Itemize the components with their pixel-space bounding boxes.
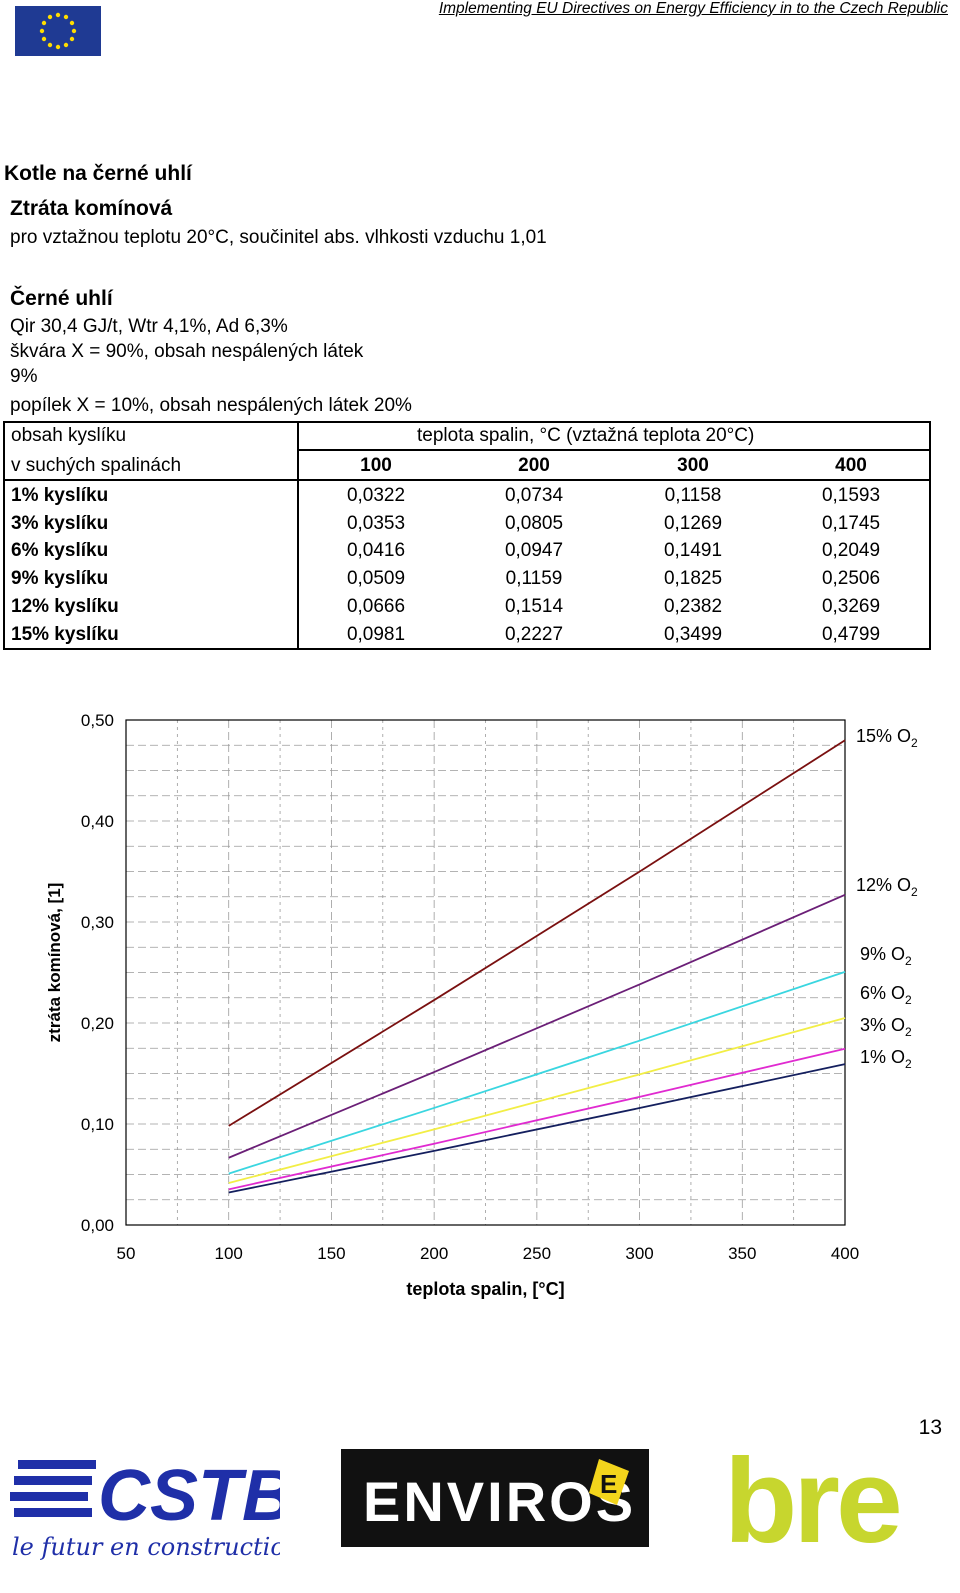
temp-header: 400	[835, 455, 867, 476]
bre-logo: bre	[724, 1440, 903, 1550]
table-cell: 0,0322	[346, 485, 406, 506]
row-label: 12% kyslíku	[11, 596, 119, 617]
x-tick-label: 300	[625, 1244, 653, 1263]
cstb-tagline: le futur en construction	[12, 1533, 280, 1561]
slag-line-continued: 9%	[10, 366, 38, 387]
table-divider-header	[297, 449, 929, 451]
cstb-logo: CSTB le futur en construction	[10, 1456, 280, 1561]
table-cell: 0,2506	[821, 568, 881, 589]
y-tick-label: 0,50	[81, 711, 114, 730]
table-cell: 0,0805	[504, 513, 564, 534]
eu-stars	[39, 12, 77, 50]
y-axis-label: ztráta komínová, [1]	[45, 883, 64, 1043]
y-tick-label: 0,10	[81, 1115, 114, 1134]
flue-loss-chart: 0,00 0,10 0,20 0,30 0,40 0,50 50 100 150 200 250 3…	[45, 711, 918, 1299]
x-tick-label: 400	[831, 1244, 859, 1263]
temp-header: 300	[677, 455, 709, 476]
series-label: 1% O2	[860, 1047, 912, 1071]
table-cell: 0,1159	[505, 568, 563, 589]
table-cell: 0,0416	[346, 540, 406, 561]
x-tick-label: 150	[317, 1244, 345, 1263]
series-labels: 15% O2 12% O2 9% O2 6% O2 3% O2 1% O2	[856, 726, 918, 1071]
enviros-logo: ENVIROS E	[341, 1449, 649, 1547]
table-cell: 0,3269	[821, 596, 881, 617]
x-tick-label: 50	[117, 1244, 136, 1263]
table-cell: 0,0947	[504, 540, 564, 561]
table-cell: 0,0509	[346, 568, 406, 589]
y-tick-label: 0,30	[81, 913, 114, 932]
row-label: 3% kyslíku	[11, 513, 109, 534]
table-cell: 0,1269	[663, 513, 723, 534]
ash-line: popílek X = 10%, obsah nespálených látek…	[10, 395, 412, 416]
series-label: 9% O2	[860, 944, 912, 968]
table-cell: 0,0734	[504, 485, 564, 506]
table-cell: 0,1158	[664, 485, 722, 506]
table-cell: 0,4799	[821, 624, 881, 645]
table-cell: 0,1825	[663, 568, 723, 589]
enviros-wordmark: ENVIROS	[363, 1470, 636, 1533]
slag-line: škvára X = 90%, obsah nespálených látek	[10, 341, 364, 362]
table-cell: 0,0981	[346, 624, 406, 645]
series-label: 15% O2	[856, 726, 918, 750]
y-tick-label: 0,40	[81, 812, 114, 831]
cstb-wordmark: CSTB	[98, 1456, 280, 1536]
row-label: 15% kyslíku	[11, 624, 119, 645]
header-flue-temperature: teplota spalin, °C (vztažná teplota 20°C…	[417, 425, 755, 446]
eu-flag-logo	[15, 6, 101, 56]
chart-grid	[126, 720, 845, 1225]
reference-conditions: pro vztažnou teplotu 20°C, součinitel ab…	[10, 227, 547, 248]
page-number: 13	[918, 1416, 942, 1439]
chart-series	[228, 739, 846, 1194]
table-cell: 0,2382	[663, 596, 723, 617]
y-axis-ticks: 0,00 0,10 0,20 0,30 0,40 0,50	[81, 711, 114, 1235]
table-cell: 0,0353	[346, 513, 406, 534]
section-title: Ztráta komínová	[10, 197, 173, 220]
table-cell: 0,2227	[504, 624, 564, 645]
series-label: 6% O2	[860, 983, 912, 1007]
series-line	[228, 1047, 846, 1191]
table-cell: 0,1514	[504, 596, 564, 617]
y-tick-label: 0,20	[81, 1014, 114, 1033]
temp-header: 100	[360, 455, 392, 476]
enviros-badge-icon	[589, 1459, 629, 1505]
series-label: 3% O2	[860, 1015, 912, 1039]
row-label: 9% kyslíku	[11, 568, 109, 589]
x-tick-label: 200	[420, 1244, 448, 1263]
series-line	[228, 739, 846, 1127]
series-line	[228, 971, 846, 1175]
series-line	[228, 894, 846, 1159]
header-dry-flue-gas: v suchých spalinách	[11, 455, 182, 476]
series-line	[228, 1017, 846, 1184]
table-cell: 0,1491	[663, 540, 723, 561]
running-header: Implementing EU Directives on Energy Eff…	[438, 0, 948, 17]
y-tick-label: 0,00	[81, 1216, 114, 1235]
series-label: 12% O2	[856, 875, 918, 899]
page-title: Kotle na černé uhlí	[4, 162, 192, 185]
fuel-properties: Qir 30,4 GJ/t, Wtr 4,1%, Ad 6,3%	[10, 316, 288, 337]
header-oxygen-content: obsah kyslíku	[11, 425, 127, 446]
x-tick-label: 250	[523, 1244, 551, 1263]
table-cell: 0,1593	[821, 485, 881, 506]
x-tick-label: 350	[728, 1244, 756, 1263]
series-line	[228, 1063, 846, 1194]
table-cell: 0,2049	[821, 540, 881, 561]
fuel-title: Černé uhlí	[10, 287, 113, 310]
table-cell: 0,1745	[821, 513, 881, 534]
temp-header: 200	[518, 455, 550, 476]
table-cell: 0,0666	[346, 596, 406, 617]
x-axis-label: teplota spalin, [°C]	[406, 1279, 564, 1299]
row-label: 6% kyslíku	[11, 540, 109, 561]
flue-loss-table: obsah kyslíku v suchých spalinách teplot…	[3, 421, 931, 650]
table-cell: 0,3499	[663, 624, 723, 645]
x-tick-label: 100	[215, 1244, 243, 1263]
table-divider-vertical	[297, 423, 299, 648]
table-divider-body	[5, 479, 929, 481]
bre-wordmark: bre	[724, 1440, 899, 1550]
row-label: 1% kyslíku	[11, 485, 109, 506]
x-axis-ticks: 50 100 150 200 250 300 350 400	[117, 1244, 860, 1263]
enviros-badge-letter: E	[600, 1469, 617, 1499]
